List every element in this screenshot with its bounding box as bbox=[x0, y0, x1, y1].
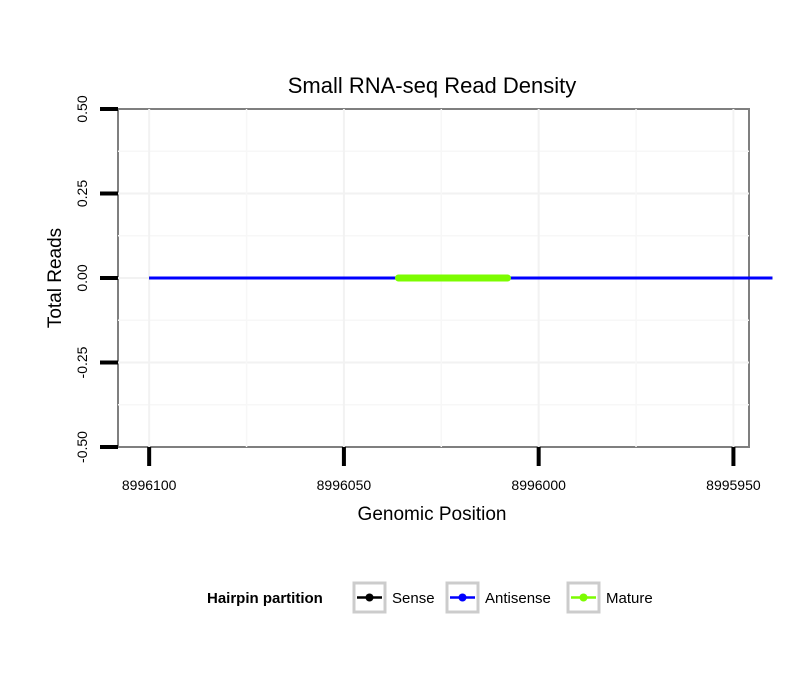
y-tick-label: -0.50 bbox=[74, 431, 90, 463]
y-tick-label: -0.25 bbox=[74, 346, 90, 378]
legend-item-mature: Mature bbox=[566, 581, 653, 614]
axes: 0.50 0.25 0.00 -0.25 -0.50 8996100 8996050 8996… bbox=[74, 95, 761, 493]
x-tick-label: 8995950 bbox=[706, 477, 761, 493]
chart-title: Small RNA-seq Read Density bbox=[288, 73, 577, 98]
legend-key-point bbox=[365, 593, 374, 602]
legend: Hairpin partition Sense Antisense Mature bbox=[207, 581, 653, 614]
legend-label: Antisense bbox=[485, 590, 551, 607]
x-axis-label: Genomic Position bbox=[358, 504, 507, 525]
legend-label: Sense bbox=[392, 590, 435, 607]
legend-item-antisense: Antisense bbox=[445, 581, 551, 614]
legend-key-point bbox=[458, 593, 467, 602]
legend-item-sense: Sense bbox=[352, 581, 435, 614]
y-tick-label: 0.25 bbox=[74, 180, 90, 207]
x-tick-label: 8996100 bbox=[122, 477, 177, 493]
y-tick-label: 0.00 bbox=[74, 264, 90, 291]
legend-title: Hairpin partition bbox=[207, 590, 323, 607]
x-tick-label: 8996000 bbox=[511, 477, 566, 493]
y-tick-label: 0.50 bbox=[74, 95, 90, 122]
x-tick-label: 8996050 bbox=[317, 477, 372, 493]
legend-key-point bbox=[579, 593, 588, 602]
legend-label: Mature bbox=[606, 590, 653, 607]
y-axis-label: Total Reads bbox=[45, 228, 66, 328]
